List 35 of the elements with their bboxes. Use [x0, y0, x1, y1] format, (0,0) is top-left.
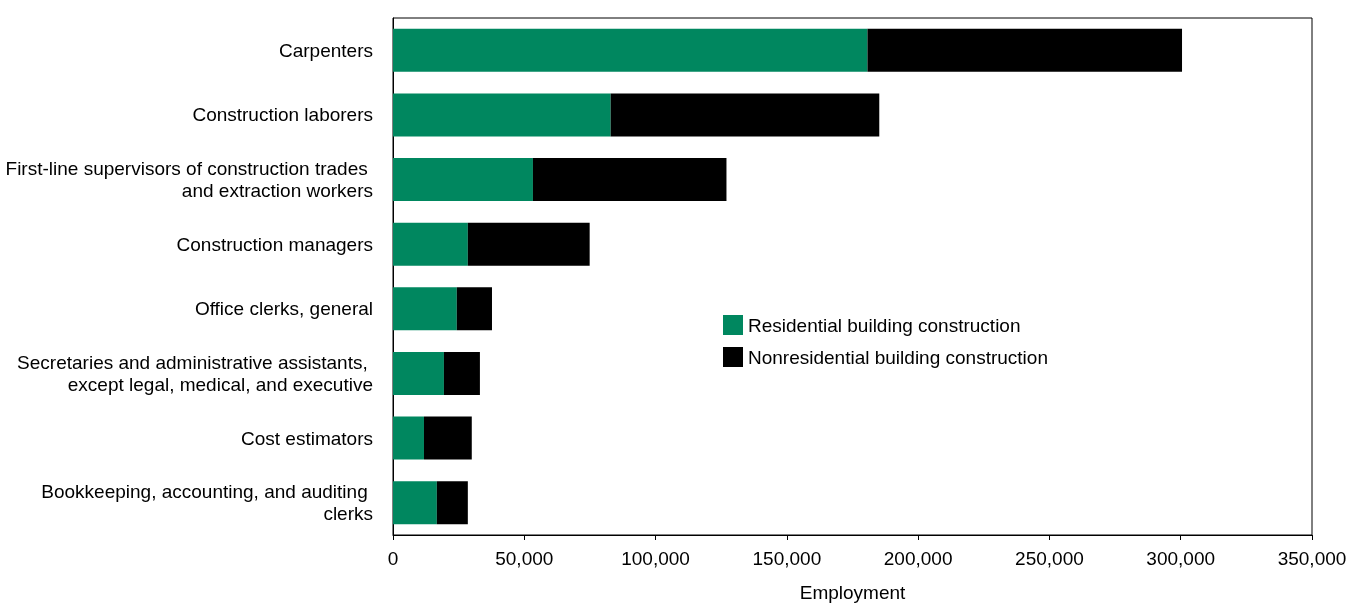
- bar: [436, 481, 468, 525]
- bar: [393, 416, 424, 460]
- y-tick-label: Construction laborers: [192, 104, 373, 126]
- bar: [610, 93, 880, 137]
- bar: [393, 287, 457, 331]
- bar: [393, 28, 868, 72]
- bar: [467, 222, 590, 266]
- legend-label: Nonresidential building construction: [748, 346, 1048, 368]
- bar: [443, 351, 480, 395]
- bar: [393, 93, 611, 137]
- bar: [393, 222, 468, 266]
- x-tick-label: 350,000: [1277, 548, 1347, 569]
- bar: [423, 416, 472, 460]
- x-tick-label: 0: [387, 548, 399, 569]
- x-tick-label: 50,000: [495, 548, 554, 569]
- y-tick-label: Bookkeeping, accounting, and auditing clerks: [41, 481, 373, 525]
- bar: [532, 158, 727, 202]
- x-axis-title: Employment: [799, 582, 907, 603]
- y-tick-label: Carpenters: [279, 39, 373, 61]
- y-tick-label: First-line supervisors of construction trades and extraction workers: [5, 158, 373, 202]
- bar: [393, 481, 437, 525]
- legend-label: Residential building construction: [748, 314, 1021, 336]
- bar: [867, 28, 1183, 72]
- bar: [393, 351, 444, 395]
- y-tick-label: Cost estimators: [241, 427, 373, 449]
- x-tick-label: 150,000: [752, 548, 822, 569]
- y-tick-label: Secretaries and administrative assistants, except legal, medical, and executive: [17, 351, 373, 395]
- x-tick-label: 200,000: [883, 548, 953, 569]
- x-tick-label: 250,000: [1015, 548, 1084, 569]
- bar: [393, 158, 533, 202]
- bar: [456, 287, 492, 331]
- x-tick-label: 100,000: [621, 548, 690, 569]
- y-tick-label: Office clerks, general: [194, 298, 373, 320]
- x-tick-label: 300,000: [1146, 548, 1216, 569]
- y-tick-label: Construction managers: [176, 233, 373, 255]
